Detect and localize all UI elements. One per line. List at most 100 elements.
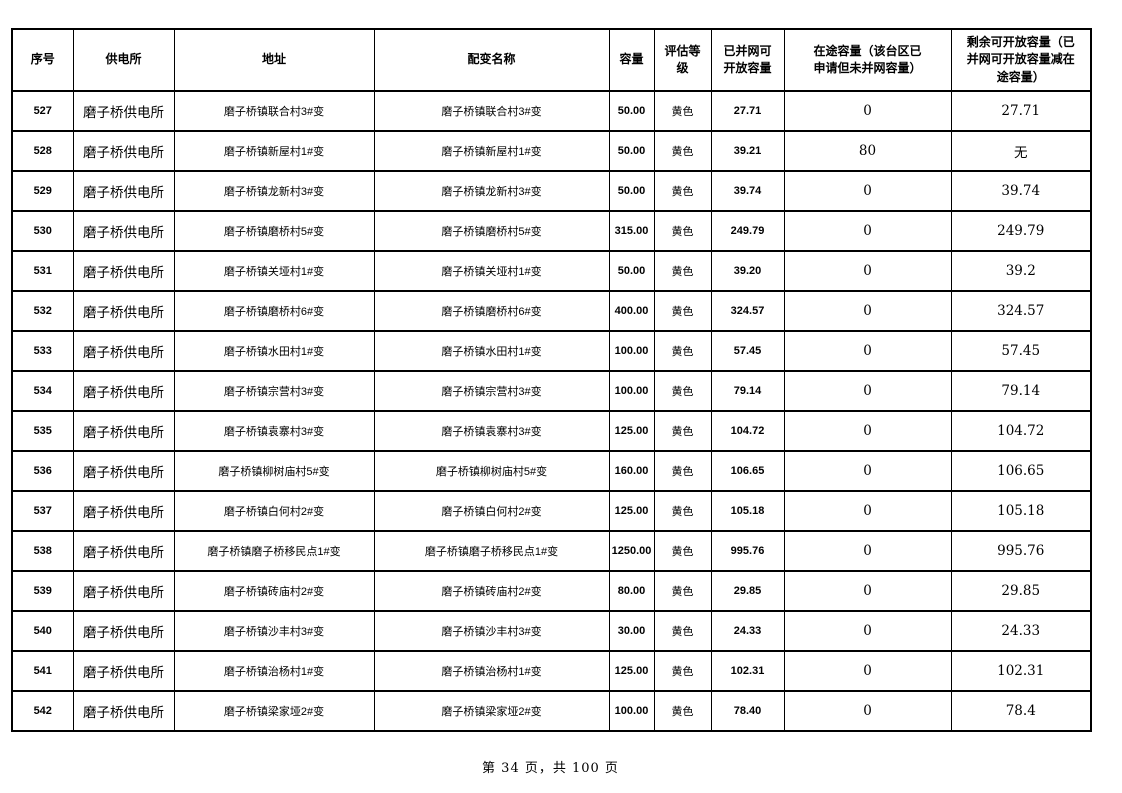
cell-name: 磨子桥镇沙丰村3#变 [373, 610, 610, 652]
cell-serial: 540 [11, 610, 74, 652]
cell-connected: 79.14 [710, 370, 785, 412]
cell-capacity: 50.00 [608, 250, 655, 292]
table-row: 542 磨子桥供电所 磨子桥镇梁家垭2#变 磨子桥镇梁家垭2#变 100.00 黄色 78.… [11, 690, 1092, 732]
cell-grade: 黄色 [653, 90, 712, 132]
cell-serial: 527 [11, 90, 74, 132]
cell-transit: 0 [783, 690, 952, 732]
col-header-address-label: 地址 [261, 52, 286, 67]
cell-remaining: 39.74 [950, 170, 1092, 212]
col-header-station-label: 供电所 [105, 52, 142, 67]
cell-capacity: 80.00 [608, 570, 655, 612]
cell-transit: 0 [783, 490, 952, 532]
cell-capacity: 100.00 [608, 370, 655, 412]
cell-address: 磨子桥镇联合村3#变 [173, 90, 375, 132]
cell-station: 磨子桥供电所 [72, 570, 175, 612]
cell-transit: 0 [783, 650, 952, 692]
cell-grade: 黄色 [653, 570, 712, 612]
table-row: 538 磨子桥供电所 磨子桥镇磨子桥移民点1#变 磨子桥镇磨子桥移民点1#变 1250.… [11, 530, 1092, 572]
cell-address: 磨子桥镇梁家垭2#变 [173, 690, 375, 732]
table-row: 531 磨子桥供电所 磨子桥镇关垭村1#变 磨子桥镇关垭村1#变 50.00 黄色 39.2… [11, 250, 1092, 292]
table-row: 536 磨子桥供电所 磨子桥镇柳树庙村5#变 磨子桥镇柳树庙村5#变 160.00 黄色 1… [11, 450, 1092, 492]
col-header-connected-capacity: 已并网可开放容量 [710, 28, 785, 92]
cell-name: 磨子桥镇联合村3#变 [373, 90, 610, 132]
cell-transit: 0 [783, 530, 952, 572]
cell-remaining: 39.2 [950, 250, 1092, 292]
cell-remaining: 无 [950, 130, 1092, 172]
cell-connected: 39.21 [710, 130, 785, 172]
cell-name: 磨子桥镇水田村1#变 [373, 330, 610, 372]
cell-remaining: 249.79 [950, 210, 1092, 252]
cell-name: 磨子桥镇龙新村3#变 [373, 170, 610, 212]
cell-address: 磨子桥镇龙新村3#变 [173, 170, 375, 212]
cell-connected: 995.76 [710, 530, 785, 572]
cell-grade: 黄色 [653, 450, 712, 492]
cell-transit: 0 [783, 250, 952, 292]
table-row: 541 磨子桥供电所 磨子桥镇治杨村1#变 磨子桥镇治杨村1#变 125.00 黄色 102… [11, 650, 1092, 692]
cell-connected: 24.33 [710, 610, 785, 652]
cell-address: 磨子桥镇磨桥村5#变 [173, 210, 375, 252]
cell-name: 磨子桥镇白何村2#变 [373, 490, 610, 532]
table-row: 539 磨子桥供电所 磨子桥镇砖庙村2#变 磨子桥镇砖庙村2#变 80.00 黄色 29.8… [11, 570, 1092, 612]
capacity-table: 序号 供电所 地址 配变名称 容量 评估等级 已并网可开放容量 在途容量（该台区… [11, 28, 1092, 732]
cell-remaining: 79.14 [950, 370, 1092, 412]
cell-capacity: 50.00 [608, 90, 655, 132]
col-header-station: 供电所 [72, 28, 175, 92]
cell-transit: 80 [783, 130, 952, 172]
col-header-transformer-name-label: 配变名称 [467, 52, 516, 67]
cell-station: 磨子桥供电所 [72, 490, 175, 532]
cell-station: 磨子桥供电所 [72, 610, 175, 652]
cell-address: 磨子桥镇新屋村1#变 [173, 130, 375, 172]
cell-remaining: 57.45 [950, 330, 1092, 372]
cell-remaining: 24.33 [950, 610, 1092, 652]
cell-transit: 0 [783, 370, 952, 412]
table-body: 527 磨子桥供电所 磨子桥镇联合村3#变 磨子桥镇联合村3#变 50.00 黄色 27.7… [11, 90, 1092, 732]
cell-transit: 0 [783, 610, 952, 652]
cell-remaining: 78.4 [950, 690, 1092, 732]
cell-transit: 0 [783, 410, 952, 452]
cell-name: 磨子桥镇磨桥村5#变 [373, 210, 610, 252]
col-header-serial-label: 序号 [30, 52, 55, 67]
cell-remaining: 105.18 [950, 490, 1092, 532]
cell-grade: 黄色 [653, 170, 712, 212]
page-number-label: 第 34 页，共 100 页 [482, 761, 619, 776]
cell-station: 磨子桥供电所 [72, 370, 175, 412]
cell-serial: 536 [11, 450, 74, 492]
cell-capacity: 160.00 [608, 450, 655, 492]
cell-name: 磨子桥镇磨子桥移民点1#变 [373, 530, 610, 572]
cell-transit: 0 [783, 450, 952, 492]
cell-remaining: 29.85 [950, 570, 1092, 612]
cell-grade: 黄色 [653, 330, 712, 372]
cell-connected: 324.57 [710, 290, 785, 332]
cell-name: 磨子桥镇砖庙村2#变 [373, 570, 610, 612]
cell-remaining: 106.65 [950, 450, 1092, 492]
cell-serial: 533 [11, 330, 74, 372]
cell-serial: 537 [11, 490, 74, 532]
cell-serial: 541 [11, 650, 74, 692]
cell-serial: 532 [11, 290, 74, 332]
table-row: 528 磨子桥供电所 磨子桥镇新屋村1#变 磨子桥镇新屋村1#变 50.00 黄色 39.2… [11, 130, 1092, 172]
cell-connected: 105.18 [710, 490, 785, 532]
cell-grade: 黄色 [653, 210, 712, 252]
table-head: 序号 供电所 地址 配变名称 容量 评估等级 已并网可开放容量 在途容量（该台区… [11, 28, 1092, 92]
cell-grade: 黄色 [653, 130, 712, 172]
header-row: 序号 供电所 地址 配变名称 容量 评估等级 已并网可开放容量 在途容量（该台区… [11, 28, 1092, 92]
cell-connected: 78.40 [710, 690, 785, 732]
cell-address: 磨子桥镇白何村2#变 [173, 490, 375, 532]
cell-connected: 249.79 [710, 210, 785, 252]
cell-serial: 534 [11, 370, 74, 412]
cell-name: 磨子桥镇磨桥村6#变 [373, 290, 610, 332]
cell-station: 磨子桥供电所 [72, 530, 175, 572]
table-row: 540 磨子桥供电所 磨子桥镇沙丰村3#变 磨子桥镇沙丰村3#变 30.00 黄色 24.3… [11, 610, 1092, 652]
cell-serial: 530 [11, 210, 74, 252]
cell-connected: 57.45 [710, 330, 785, 372]
cell-capacity: 100.00 [608, 690, 655, 732]
cell-transit: 0 [783, 330, 952, 372]
cell-capacity: 1250.00 [608, 530, 655, 572]
col-header-grade: 评估等级 [653, 28, 712, 92]
table-row: 529 磨子桥供电所 磨子桥镇龙新村3#变 磨子桥镇龙新村3#变 50.00 黄色 39.7… [11, 170, 1092, 212]
cell-capacity: 50.00 [608, 170, 655, 212]
table-row: 532 磨子桥供电所 磨子桥镇磨桥村6#变 磨子桥镇磨桥村6#变 400.00 黄色 324… [11, 290, 1092, 332]
cell-grade: 黄色 [653, 530, 712, 572]
cell-grade: 黄色 [653, 250, 712, 292]
cell-capacity: 100.00 [608, 330, 655, 372]
